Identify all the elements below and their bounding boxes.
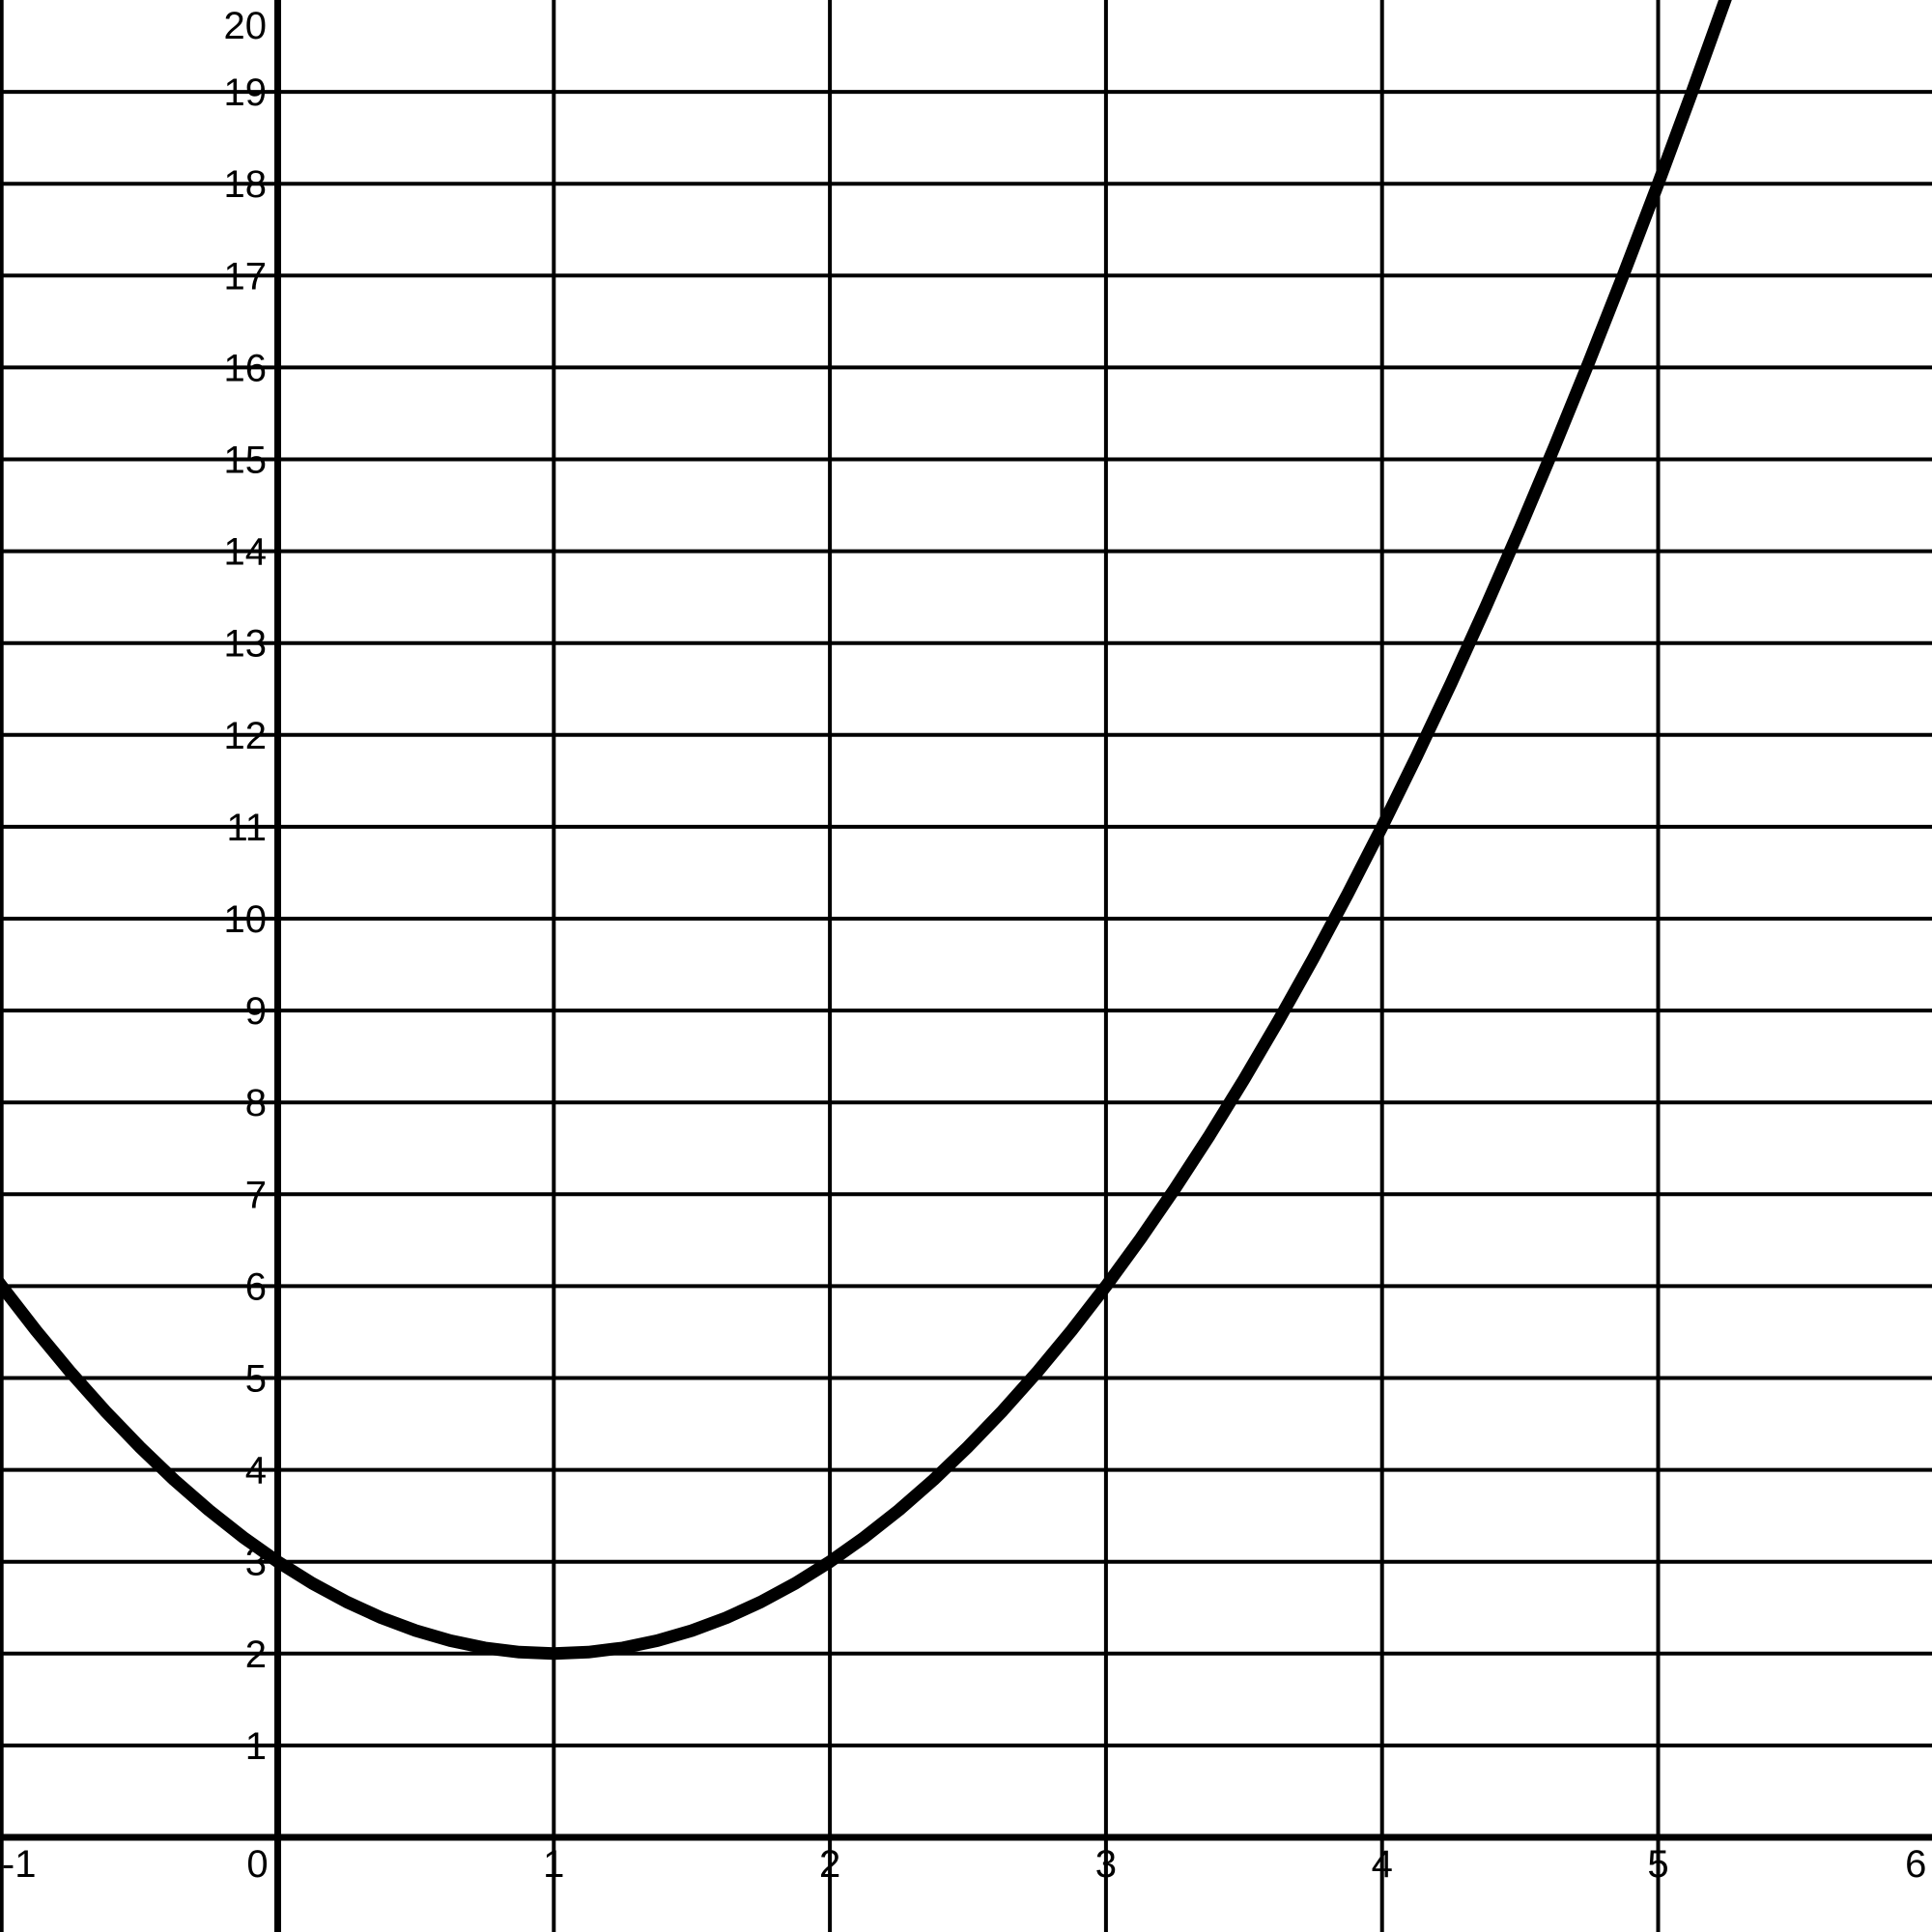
y-tick-label: 15 [224,440,268,482]
x-tick-label: 4 [1372,1843,1393,1886]
x-tick-label: 0 [246,1843,268,1886]
y-tick-label: 19 [224,71,268,114]
function-curve [0,0,1732,1661]
y-tick-label: 11 [226,807,267,849]
y-tick-label: 13 [224,623,268,666]
y-tick-label: 9 [245,990,267,1033]
y-tick-label: 1 [245,1725,267,1768]
y-tick-label: 10 [224,898,268,941]
y-tick-label: 7 [245,1174,267,1216]
x-tick-label: 3 [1095,1843,1117,1886]
x-tick-label: 6 [1905,1843,1926,1886]
y-tick-label: 14 [224,531,268,574]
y-tick-label: 8 [245,1082,267,1124]
curve-series [0,0,1732,1661]
x-tick-label: 1 [543,1843,564,1886]
y-tick-label: 18 [224,163,268,206]
y-tick-label: 12 [224,715,268,757]
x-tick-label: -1 [2,1843,37,1886]
y-tick-label: 5 [245,1358,267,1401]
y-tick-label: 17 [224,255,268,298]
y-tick-label: 4 [245,1450,267,1492]
x-tick-labels: -1 0 1 2 3 4 5 6 [2,1843,1927,1886]
y-tick-label: 2 [245,1634,267,1676]
y-tick-label: 6 [245,1265,267,1308]
y-tick-label: 20 [224,5,268,47]
y-tick-label: 16 [224,347,268,389]
x-tick-label: 2 [819,1843,840,1886]
x-tick-label: 5 [1647,1843,1668,1886]
